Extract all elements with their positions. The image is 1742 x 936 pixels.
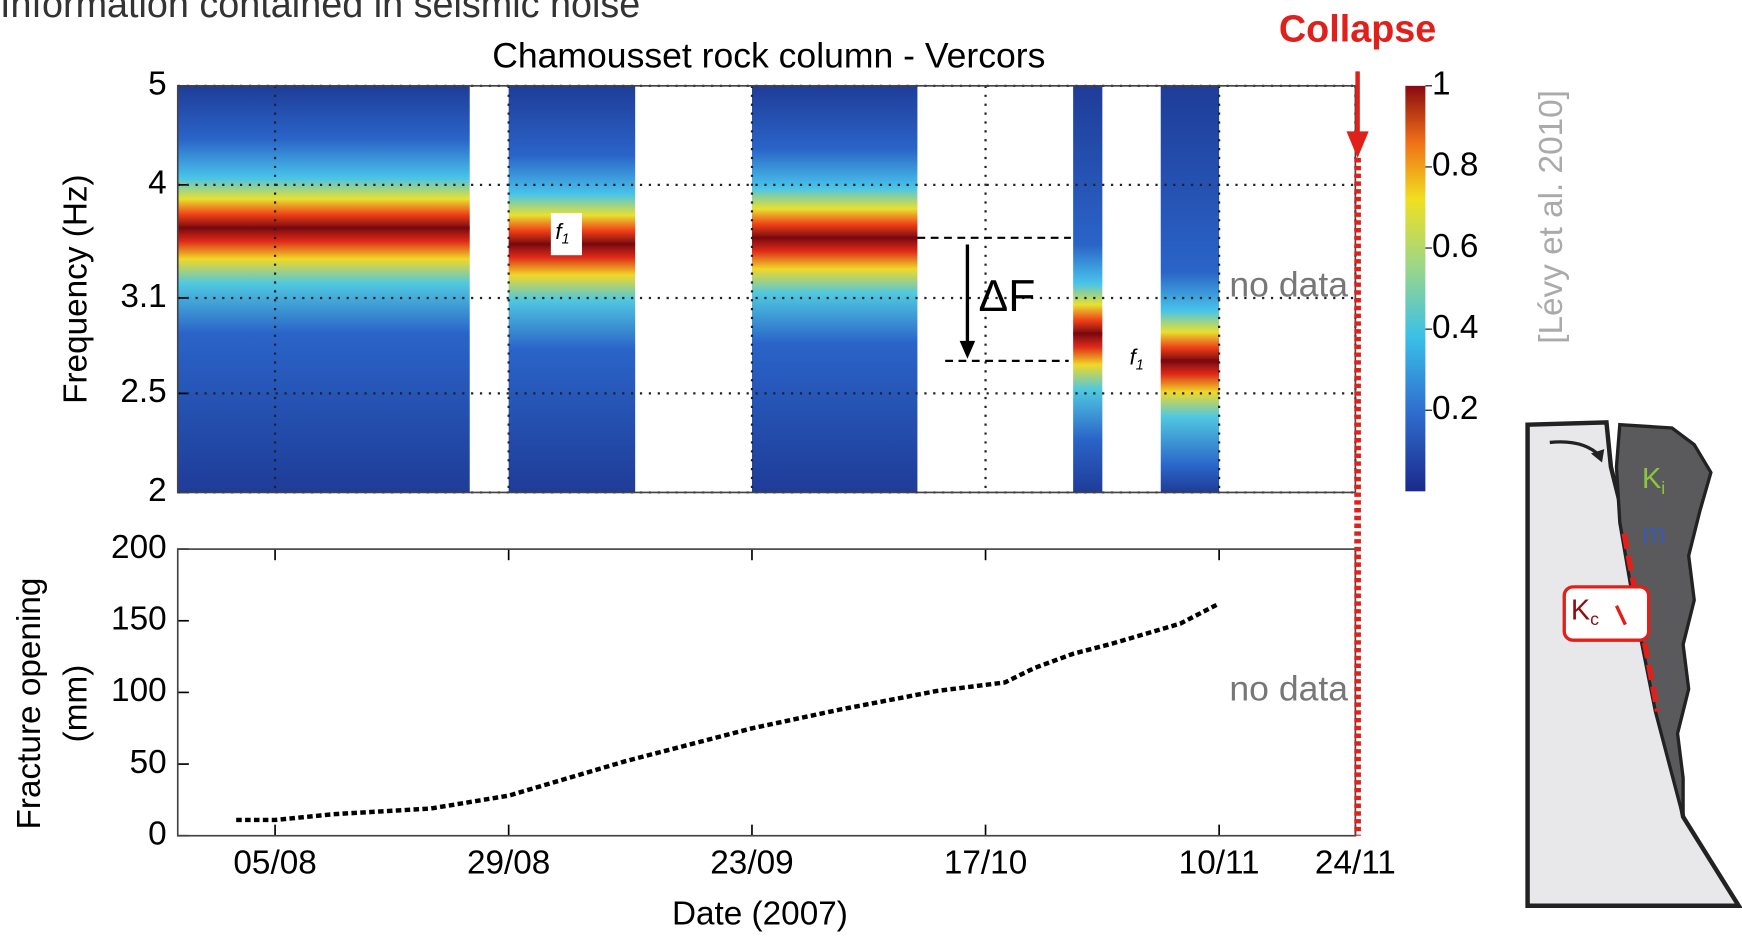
diagram-label: Ki <box>1642 463 1665 498</box>
diagram-label: Kc <box>1571 594 1599 629</box>
spectrogram-period <box>751 85 918 493</box>
x-axis-title: Date (2007) <box>672 896 848 933</box>
x-tick-label: 23/09 <box>710 844 793 881</box>
spectrogram-period <box>177 85 470 493</box>
kc-box <box>1562 585 1651 642</box>
plot-frame <box>176 84 1357 494</box>
arrowhead <box>1590 449 1605 463</box>
citation: [Lévy et al. 2010] <box>1533 90 1570 344</box>
x-tick-label: 05/08 <box>233 844 316 881</box>
diagram-label: m <box>1642 518 1666 550</box>
y-tick-label: 2.5 <box>120 373 166 410</box>
colorbar-tick-label: 0.8 <box>1432 147 1478 184</box>
peak-label-sub: 1 <box>1136 357 1144 373</box>
arrowhead <box>1346 131 1369 159</box>
y-tick-label: 0 <box>148 816 167 853</box>
rock-diagram: Ki m Kc <box>1525 420 1742 908</box>
peak-label-sub: 1 <box>561 231 569 247</box>
y-tick-label: 100 <box>111 672 167 709</box>
data-line <box>236 601 1221 823</box>
spectrogram-period <box>1160 85 1220 493</box>
colorbar-tick-label: 0.4 <box>1432 309 1478 346</box>
rock-column <box>1614 422 1713 818</box>
colorbar-tick-label: 0.6 <box>1432 228 1478 265</box>
y-tick-label: 50 <box>130 744 167 781</box>
label-box <box>550 212 582 256</box>
arrowhead <box>959 340 976 359</box>
y-tick-label: 150 <box>111 601 167 638</box>
peak-label: f1 <box>555 219 569 248</box>
delta-label: ΔF <box>979 272 1036 321</box>
y-axis-title: Frequency (Hz) <box>58 174 95 404</box>
arrow <box>1614 605 1627 626</box>
spectrogram-period <box>1073 85 1103 493</box>
annotation: no data <box>1229 264 1348 304</box>
y-axis-title: (mm) <box>58 665 95 743</box>
page-title: Information contained in seismic noise <box>0 0 640 26</box>
peak-label-text: f <box>1130 345 1139 370</box>
y-tick-label: 3.1 <box>120 278 166 315</box>
x-tick-label: 24/11 <box>1315 844 1396 881</box>
y-tick-label: 5 <box>148 66 167 103</box>
peak-label: f1 <box>1130 345 1144 374</box>
spectrogram-period <box>508 85 636 493</box>
peak-label-text: f <box>555 219 564 244</box>
x-tick-label: 10/11 <box>1179 844 1260 881</box>
y-tick-label: 200 <box>111 529 167 566</box>
plot-frame <box>176 548 1357 837</box>
colorbar <box>1405 85 1426 492</box>
y-axis-title: Fracture opening <box>11 578 48 830</box>
collapse-label: Collapse <box>1279 8 1436 50</box>
y-tick-label: 2 <box>148 472 167 509</box>
annotation: no data <box>1229 669 1348 709</box>
x-tick-label: 17/10 <box>944 844 1027 881</box>
chart-title: Chamousset rock column - Vercors <box>492 35 1045 75</box>
y-tick-label: 4 <box>148 165 167 202</box>
x-tick-label: 29/08 <box>467 844 550 881</box>
label-box <box>1125 338 1157 381</box>
colorbar-tick-label: 0.2 <box>1432 390 1478 427</box>
colorbar-tick-label: 1 <box>1432 66 1451 103</box>
